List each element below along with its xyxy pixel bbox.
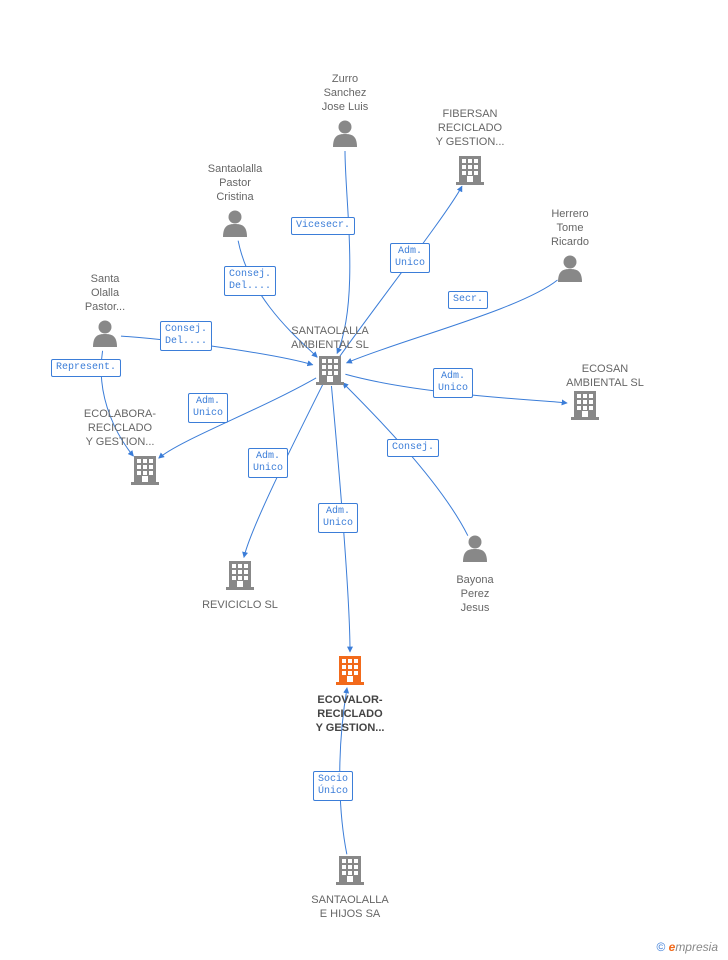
node-label: ECOSAN AMBIENTAL SL (545, 363, 665, 391)
node-label: SANTAOLALLA E HIJOS SA (290, 894, 410, 922)
edge-label: Consej. Del.... (224, 266, 276, 296)
building-icon (336, 656, 364, 685)
person-icon (223, 211, 247, 238)
building-icon (456, 156, 484, 185)
edge-label: Adm. Unico (318, 503, 358, 533)
edge-label: Adm. Unico (248, 448, 288, 478)
building-icon (131, 456, 159, 485)
edge-label: Vicesecr. (291, 217, 355, 235)
building-icon (571, 391, 599, 420)
copyright-symbol: © (656, 940, 665, 954)
node-label: SANTAOLALLA AMBIENTAL SL (270, 325, 390, 353)
person-icon (93, 321, 117, 348)
edge-label: Consej. Del.... (160, 321, 212, 351)
node-label: Herrero Tome Ricardo (510, 208, 630, 249)
node-label: Santaolalla Pastor Cristina (175, 163, 295, 204)
node-label: Bayona Perez Jesus (415, 574, 535, 615)
person-icon (333, 121, 357, 148)
copyright: © empresia (656, 940, 718, 954)
edge-label: Consej. (387, 439, 439, 457)
diagram-canvas (0, 0, 728, 960)
edge-label: Secr. (448, 291, 488, 309)
node-label: Santa Olalla Pastor... (45, 273, 165, 314)
edge-label: Socio Único (313, 771, 353, 801)
node-label: FIBERSAN RECICLADO Y GESTION... (410, 108, 530, 149)
edge (337, 151, 350, 353)
node-label: REVICICLO SL (180, 599, 300, 613)
edge-label: Adm. Unico (433, 368, 473, 398)
brand-rest: mpresia (675, 940, 718, 954)
edge-label: Adm. Unico (188, 393, 228, 423)
node-label: ECOLABORA- RECICLADO Y GESTION... (60, 408, 180, 449)
person-icon (463, 536, 487, 563)
building-icon (336, 856, 364, 885)
edge-label: Adm. Unico (390, 243, 430, 273)
building-icon (316, 356, 344, 385)
edge-label: Represent. (51, 359, 121, 377)
node-label: ECOVALOR- RECICLADO Y GESTION... (290, 694, 410, 735)
edge (343, 383, 468, 536)
node-label: Zurro Sanchez Jose Luis (285, 73, 405, 114)
building-icon (226, 561, 254, 590)
person-icon (558, 256, 582, 283)
